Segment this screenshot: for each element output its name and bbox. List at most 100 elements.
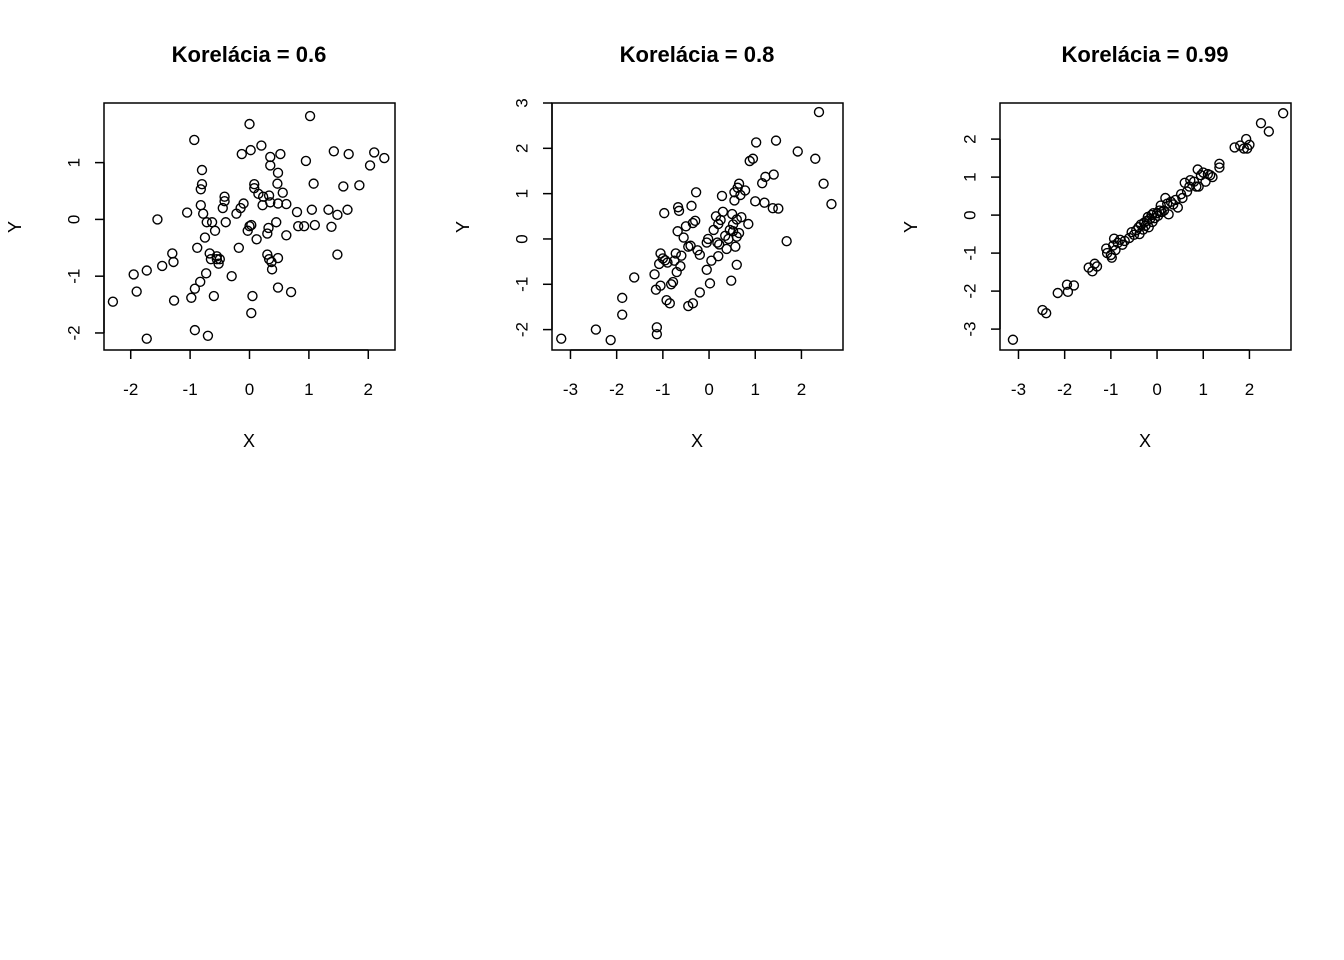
panel-2-x-tick-label: -3 — [563, 380, 578, 399]
panel-3-y-tick-label: 2 — [961, 134, 980, 143]
panel-3-x-axis-title: X — [1139, 431, 1151, 451]
panel-1-data-point — [281, 230, 292, 241]
panel-3-data-point — [1091, 261, 1103, 272]
panel-3-data-point — [1112, 237, 1123, 249]
panel-3-data-point — [1255, 117, 1267, 129]
panel-2-data-point — [750, 196, 761, 207]
panel-1-data-point — [245, 144, 256, 156]
panel-2-data-point — [687, 298, 699, 309]
panel-2-data-point — [590, 324, 602, 335]
panel-1-data-point — [249, 178, 260, 190]
panel-3-data-point — [1204, 169, 1216, 181]
panel-1-data-point — [298, 221, 310, 232]
panel-2-data-point — [629, 272, 640, 283]
panel-1-data-point — [265, 151, 276, 163]
panel-2-data-point — [729, 195, 740, 206]
panel-2-data-point — [750, 137, 762, 148]
panel-1-data-point — [201, 217, 212, 228]
panel-1-y-tick-label: 0 — [65, 215, 84, 224]
panel-2-data-point — [617, 292, 628, 304]
panel-2-data-point — [767, 202, 778, 214]
panel-1-data-point — [200, 268, 212, 279]
panel-1-data-point — [168, 295, 180, 306]
panel-1-x-tick-label: -1 — [183, 380, 198, 399]
panel-2-data-point — [721, 243, 732, 255]
panel-2-data-point — [736, 212, 747, 223]
panel-2-data-point — [730, 241, 741, 252]
panel-2-data-point — [733, 227, 745, 239]
panel-1-x-tick-label: 2 — [364, 380, 373, 399]
panel-3-data-point — [1089, 258, 1100, 269]
panel-2-data-point — [649, 269, 660, 280]
panel-2-data-point — [714, 239, 725, 250]
panel-2-data-point — [726, 275, 737, 286]
panel-3-data-point — [1181, 186, 1193, 197]
panel-3-title: Korelácia = 0.99 — [1062, 42, 1229, 67]
panel-3-data-point — [1068, 280, 1080, 291]
panel-1-data-point — [219, 196, 230, 207]
panel-1-data-point — [233, 242, 245, 253]
panel-1-data-point — [326, 221, 337, 232]
panel-1-data-point — [206, 217, 218, 228]
panel-3-data-point — [1214, 162, 1225, 173]
panel-1-data-point — [220, 217, 231, 228]
panel-2-data-point — [768, 169, 779, 180]
panel-1-data-point — [152, 214, 163, 225]
panel-2-data-point — [727, 226, 739, 237]
panel-1: Korelácia = 0.6 X Y -2 -1 0 1 2 -2 -1 0 1 — [5, 42, 396, 451]
panel-2-y-tick-label: 2 — [513, 144, 532, 153]
panel-2-data-point — [694, 249, 706, 261]
panel-1-data-point — [217, 202, 228, 214]
panel-1-data-point — [247, 290, 258, 302]
panel-1-data-point — [199, 232, 211, 243]
panel-3-data-point — [1052, 287, 1063, 299]
panel-2-data-point — [661, 294, 672, 306]
panel-1-data-point — [156, 260, 168, 272]
panel-1-data-point — [257, 191, 269, 202]
panel-2-data-point — [694, 287, 706, 298]
panel-2-data-point — [747, 153, 759, 164]
panel-1-data-point — [244, 118, 255, 130]
panel-1-data-point — [332, 249, 343, 260]
panel-1-data-point — [141, 333, 152, 344]
panel-1-data-point — [211, 253, 223, 265]
panel-1-y-tick-label: -2 — [65, 325, 84, 340]
panel-3-data-point — [1126, 226, 1137, 238]
panel-1-data-point — [213, 258, 224, 269]
panel-3-x-tick-label: 0 — [1152, 380, 1161, 399]
panel-1-y-tick-label: -1 — [65, 269, 84, 284]
panel-3-data-point — [1061, 279, 1073, 290]
panel-2-data-point — [810, 153, 821, 164]
panel-3-data-point — [1156, 206, 1167, 218]
panel-2-y-tick-label: 3 — [513, 98, 532, 107]
panel-1-data-point — [332, 209, 343, 221]
panel-1-data-point — [379, 152, 390, 164]
panel-3-data-point — [1193, 181, 1204, 192]
panel-3-data-point — [1149, 212, 1160, 224]
panel-3-data-point — [1207, 171, 1218, 183]
panel-1-x-tick-label: 1 — [304, 380, 313, 399]
panel-3-y-tick-label: -2 — [961, 284, 980, 299]
panel-3-y-tick-label: 1 — [961, 172, 980, 181]
panel-2-x-axis-title: X — [691, 431, 703, 451]
panel-2-data-point — [670, 248, 681, 259]
panel-1-data-point — [277, 187, 288, 198]
panel-2-y-tick-label: 1 — [513, 189, 532, 198]
panel-1-data-point — [271, 217, 282, 228]
panel-2-data-point — [818, 178, 829, 189]
panel-2-data-point — [665, 279, 677, 290]
panel-1-data-point — [192, 242, 203, 253]
panel-1-data-point — [196, 164, 208, 176]
panel-1-data-point — [306, 204, 318, 215]
panel-1-data-point — [208, 290, 220, 302]
panel-2-data-point — [690, 187, 702, 198]
panel-2-data-point — [826, 198, 837, 210]
panel-2-data-point — [713, 250, 724, 262]
panel-1-data-point — [226, 270, 237, 282]
panel-2-data-point — [669, 255, 680, 266]
panel-2-data-point — [733, 178, 745, 189]
panel-1-data-point — [272, 167, 284, 179]
panel-2-data-point — [617, 309, 628, 320]
panel-2-data-point — [813, 106, 825, 118]
panel-2-data-point — [651, 322, 663, 333]
